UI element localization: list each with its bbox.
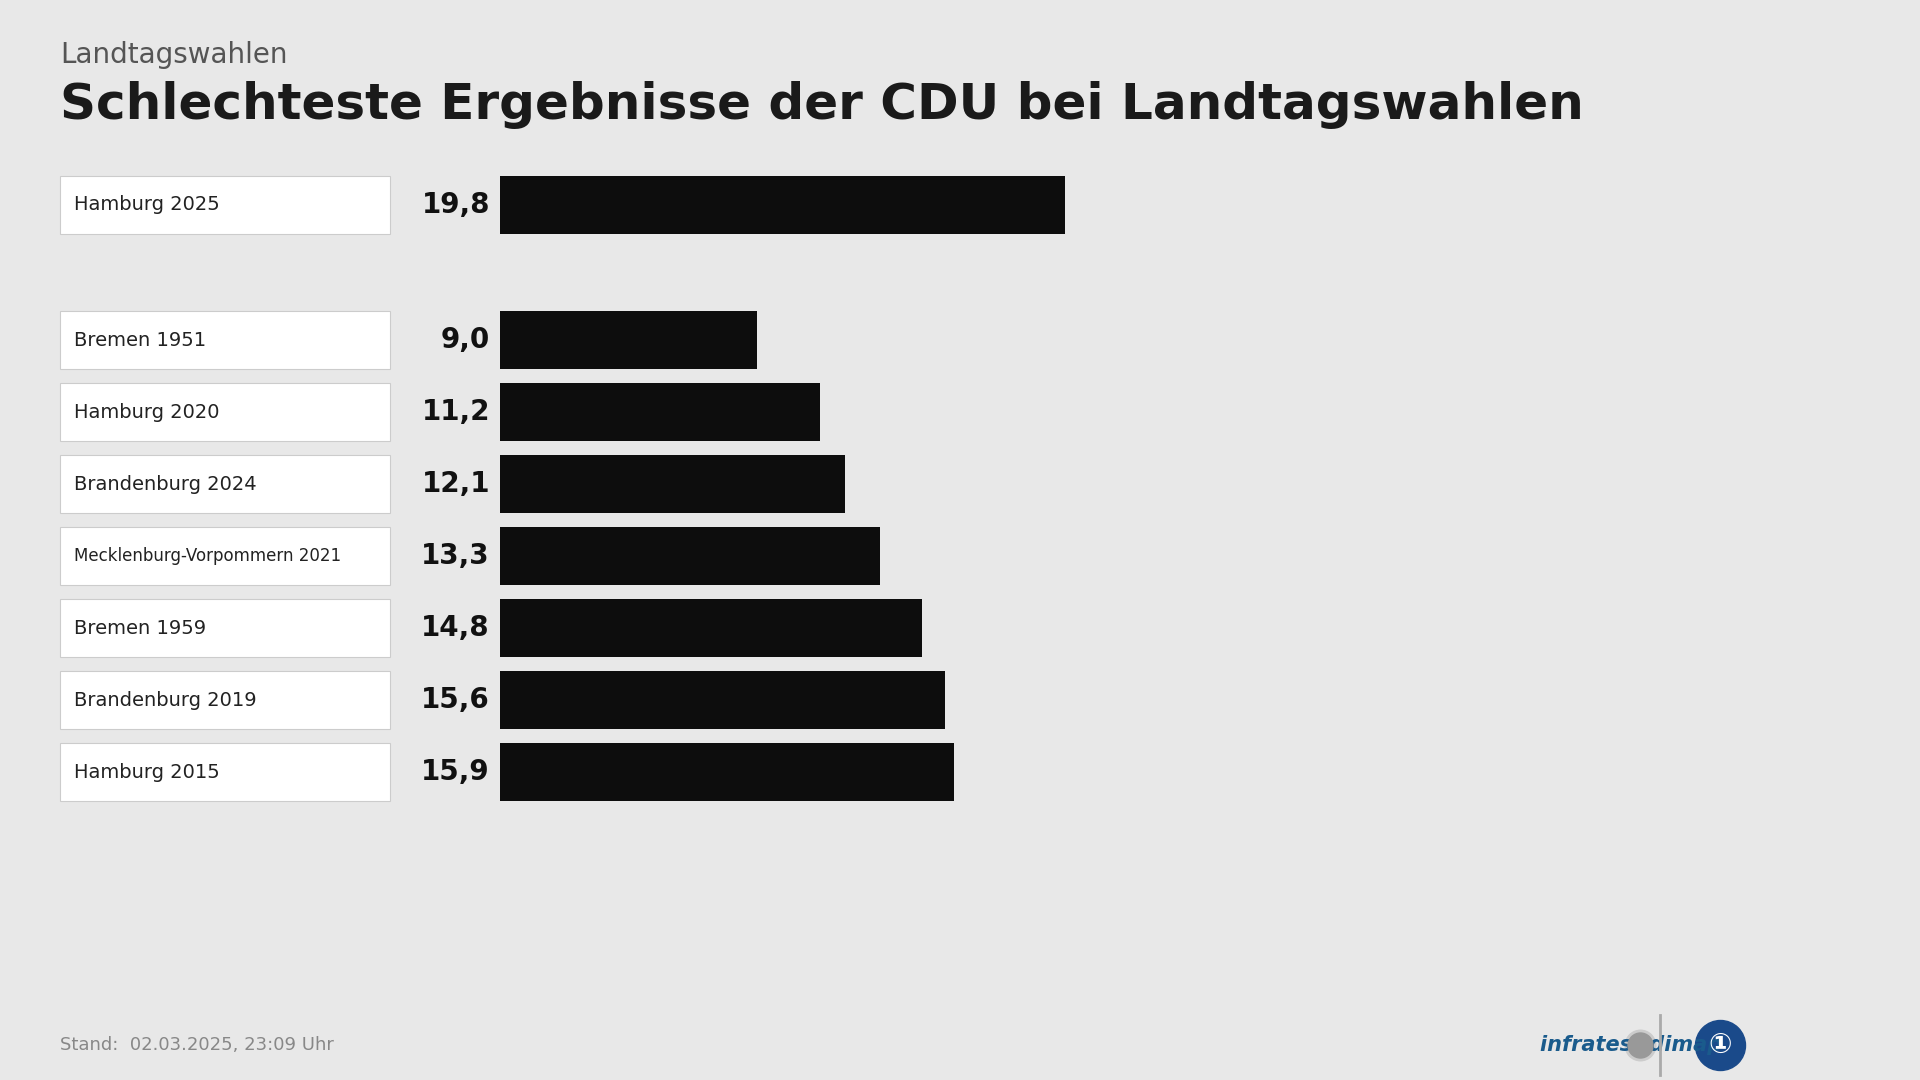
FancyBboxPatch shape [60,311,390,369]
FancyBboxPatch shape [60,527,390,585]
Text: Stand:  02.03.2025, 23:09 Uhr: Stand: 02.03.2025, 23:09 Uhr [60,1036,334,1054]
Text: 12,1: 12,1 [422,470,490,498]
FancyBboxPatch shape [499,599,922,657]
FancyBboxPatch shape [499,311,756,369]
FancyBboxPatch shape [60,455,390,513]
FancyBboxPatch shape [499,527,879,585]
Text: 14,8: 14,8 [420,615,490,642]
Text: Hamburg 2020: Hamburg 2020 [75,403,219,421]
FancyBboxPatch shape [499,383,820,441]
FancyBboxPatch shape [60,599,390,657]
FancyBboxPatch shape [60,176,390,234]
Text: ①: ① [1709,1031,1732,1059]
Text: Mecklenburg-Vorpommern 2021: Mecklenburg-Vorpommern 2021 [75,546,342,565]
Text: Schlechteste Ergebnisse der CDU bei Landtagswahlen: Schlechteste Ergebnisse der CDU bei Land… [60,81,1584,129]
Text: Brandenburg 2019: Brandenburg 2019 [75,690,257,710]
FancyBboxPatch shape [60,671,390,729]
FancyBboxPatch shape [499,176,1066,234]
FancyBboxPatch shape [60,743,390,801]
Text: 19,8: 19,8 [422,191,490,219]
FancyBboxPatch shape [499,671,945,729]
Text: Brandenburg 2024: Brandenburg 2024 [75,474,257,494]
Text: Hamburg 2015: Hamburg 2015 [75,762,219,782]
Text: 13,3: 13,3 [420,542,490,570]
Text: infratest dimap: infratest dimap [1540,1035,1722,1055]
FancyBboxPatch shape [60,383,390,441]
Text: Bremen 1951: Bremen 1951 [75,330,205,350]
Text: 9,0: 9,0 [442,326,490,354]
Text: Hamburg 2025: Hamburg 2025 [75,195,219,215]
Text: Landtagswahlen: Landtagswahlen [60,41,288,69]
Text: 15,6: 15,6 [420,686,490,714]
Text: 15,9: 15,9 [420,758,490,786]
FancyBboxPatch shape [499,743,954,801]
FancyBboxPatch shape [499,455,845,513]
Text: 11,2: 11,2 [422,399,490,426]
Text: Bremen 1959: Bremen 1959 [75,619,205,637]
